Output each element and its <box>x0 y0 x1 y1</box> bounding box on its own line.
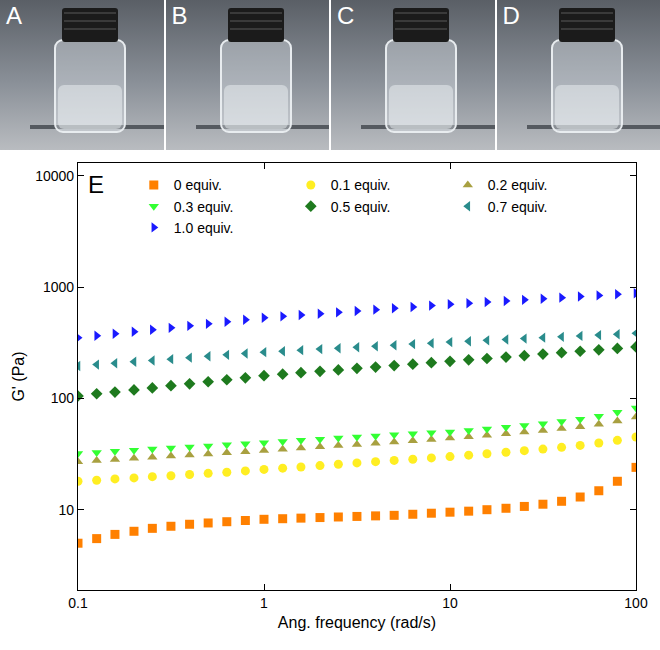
html-text:D: D <box>502 2 520 29</box>
svg-text:0.1: 0.1 <box>68 595 88 611</box>
svg-text:Ang. frequency (rad/s): Ang. frequency (rad/s) <box>278 614 436 631</box>
svg-text:10000: 10000 <box>35 168 74 184</box>
svg-text:E: E <box>88 171 104 198</box>
svg-text:10: 10 <box>59 502 75 518</box>
svg-text:0.1 equiv.: 0.1 equiv. <box>331 177 391 193</box>
svg-text:100: 100 <box>51 390 75 406</box>
svg-text:1.0 equiv.: 1.0 equiv. <box>174 220 234 236</box>
svg-text:G' (Pa): G' (Pa) <box>10 351 27 401</box>
svg-text:0.7 equiv.: 0.7 equiv. <box>488 199 548 215</box>
html-text:B: B <box>171 2 188 29</box>
svg-text:0.3 equiv.: 0.3 equiv. <box>174 199 234 215</box>
svg-text:1000: 1000 <box>43 279 74 295</box>
svg-text:10: 10 <box>442 595 458 611</box>
svg-text:0 equiv.: 0 equiv. <box>174 177 222 193</box>
svg-text:1: 1 <box>260 595 268 611</box>
svg-text:0.2 equiv.: 0.2 equiv. <box>488 177 548 193</box>
svg-text:100: 100 <box>624 595 648 611</box>
html-text:C: C <box>337 2 355 29</box>
html-text:A: A <box>6 2 22 29</box>
svg-text:0.5 equiv.: 0.5 equiv. <box>331 199 391 215</box>
